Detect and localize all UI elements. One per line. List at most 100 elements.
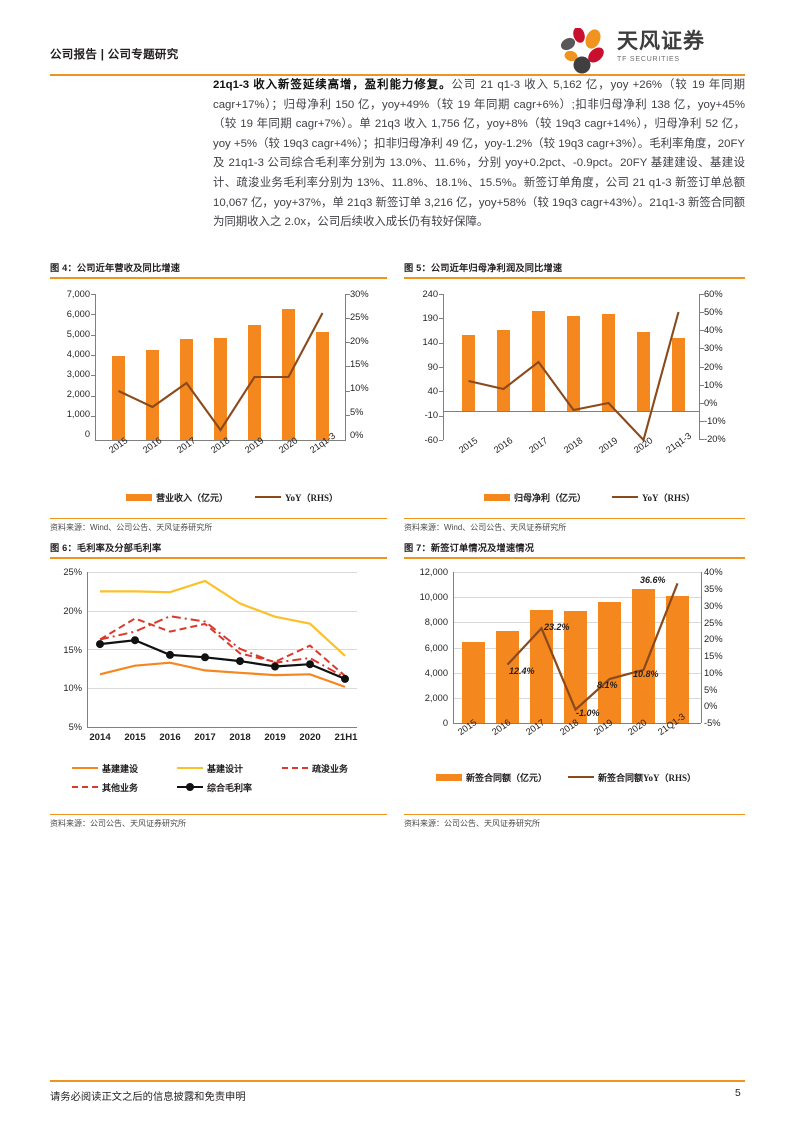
line-gross-margin-markers [96, 635, 349, 683]
y-tick: 12,000 [419, 566, 448, 577]
line-gross-margin [99, 638, 346, 680]
y2-tick: 50% [704, 306, 723, 317]
bar-2015 [462, 641, 485, 723]
x-axis [95, 439, 346, 441]
y-tick: 4,000 [66, 348, 90, 359]
y-tick: 0 [442, 717, 448, 728]
y-tick: 4,000 [424, 667, 448, 678]
legend-item-yoy: YoY（RHS） [255, 491, 338, 504]
figure-7-title: 图 7：新签订单情况及增速情况 [404, 540, 745, 557]
figure-5-source: 资料来源：Wind、公司公告、天风证券研究所 [404, 517, 745, 533]
y-tick: 10% [63, 682, 82, 693]
figure-5-plot: 240 190 140 90 40 -10 -60 60% 50% 40% 30… [404, 278, 745, 516]
legend-label: 疏浚业务 [312, 763, 349, 774]
paragraph-lead: 21q1-3 收入新签延续高增，盈利能力修复。 [213, 79, 452, 91]
yoy-line [118, 312, 324, 432]
bar-2018 [214, 337, 227, 440]
bar-2016 [497, 329, 510, 411]
legend-label: 基建建设 [102, 763, 139, 774]
figure-7-number: 图 7： [404, 543, 431, 553]
data-label-2016: 12.4% [509, 665, 535, 676]
y-tick: 15% [63, 644, 82, 655]
gridline [87, 571, 357, 573]
legend-item-yoy: YoY（RHS） [612, 491, 695, 504]
legend-swatch-line-orange [72, 767, 98, 770]
footer-disclaimer: 请务必阅读正文之后的信息披露和免责申明 [50, 1092, 246, 1103]
y-axis [87, 571, 88, 727]
y-tick: 2,000 [424, 692, 448, 703]
y-tick: -10 [424, 409, 438, 420]
page-number: 5 [735, 1088, 741, 1099]
figure-4-title: 图 4：公司近年营收及同比增速 [50, 260, 387, 277]
bar-2016 [496, 630, 519, 723]
bar-2015 [112, 355, 125, 440]
figure-6: 图 6：毛利率及分部毛利率 25% 20% 15% 10% 5% [50, 540, 387, 829]
x-label: 2014 [89, 731, 111, 743]
legend-swatch-line-yellow [177, 767, 203, 770]
figure-5-title: 图 5：公司近年归母净利润及同比增速 [404, 260, 745, 277]
bar-2017 [180, 338, 193, 440]
y2-tick: 10% [704, 379, 723, 390]
y2-tick: 15% [350, 358, 369, 369]
yoy-line [506, 582, 679, 712]
legend-item-gross-margin: 综合毛利率 [177, 781, 252, 794]
y2-tick: 20% [704, 361, 723, 372]
bar-2015 [462, 334, 475, 411]
legend-swatch-line [612, 495, 638, 499]
x-axis [87, 726, 357, 728]
legend-item-revenue: 营业收入（亿元） [126, 491, 228, 504]
bar-2019 [248, 324, 261, 440]
bar-21Q1-3 [666, 595, 689, 723]
y-tick: 3,000 [66, 368, 90, 379]
y2-tick: -10% [704, 415, 726, 426]
line-infra-construction [99, 661, 346, 688]
figure-7: 图 7：新签订单情况及增速情况 12,000 10,000 8,000 6,00… [404, 540, 745, 829]
legend-label: 综合毛利率 [207, 782, 253, 793]
brand-logo: 天风证券 TF SECURITIES [555, 28, 745, 76]
figure-4-number: 图 4： [50, 263, 77, 273]
yoy-line [468, 311, 680, 442]
y-tick: 190 [422, 312, 438, 323]
figure-5-number: 图 5： [404, 263, 431, 273]
y-axis [95, 293, 96, 440]
y-tick: 0 [84, 428, 90, 439]
legend-item-new-orders: 新签合同额（亿元） [436, 771, 547, 784]
legend-swatch-line-marker [177, 782, 203, 792]
x-label: 2018 [229, 731, 251, 743]
data-label-2020: 10.8% [633, 668, 659, 679]
y-tick: 5,000 [66, 328, 90, 339]
y2-axis [345, 293, 346, 440]
y-tick: 140 [422, 336, 438, 347]
x-label: 2015 [124, 731, 146, 743]
legend-swatch-bar [484, 493, 510, 501]
y2-tick: 0% [350, 429, 364, 440]
y-tick: 1,000 [66, 408, 90, 419]
figure-7-plot: 12,000 10,000 8,000 6,000 4,000 2,000 0 … [404, 558, 745, 812]
y2-tick: 30% [350, 288, 369, 299]
x-axis [453, 722, 701, 724]
logo-text-en: TF SECURITIES [617, 56, 680, 63]
y-tick: 240 [422, 288, 438, 299]
x-axis-zero [443, 410, 700, 412]
data-label-2019: 8.1% [597, 679, 618, 690]
x-label: 2020 [299, 731, 321, 743]
bar-2019 [602, 313, 615, 411]
figure-5-rule [404, 277, 745, 279]
data-label-2018: -1.0% [576, 707, 600, 718]
figure-6-plot: 25% 20% 15% 10% 5% [50, 558, 387, 812]
legend-label: 归母净利（亿元） [514, 492, 587, 503]
data-label-2017: 23.2% [544, 621, 570, 632]
figure-4-source: 资料来源：Wind、公司公告、天风证券研究所 [50, 517, 387, 533]
legend-item-new-orders-yoy: 新签合同额YoY（RHS） [568, 771, 696, 784]
bar-21q1-3 [316, 331, 329, 440]
bar-2020 [282, 308, 295, 440]
figure-7-title-text: 新签订单情况及增速情况 [430, 543, 535, 553]
bar-2019 [598, 601, 621, 723]
bar-2018 [567, 315, 580, 411]
figure-6-title-text: 毛利率及分部毛利率 [76, 543, 162, 553]
y2-tick: 25% [350, 311, 369, 322]
legend-label: 营业收入（亿元） [156, 492, 229, 503]
y-axis [453, 571, 454, 723]
y-tick: 6,000 [66, 308, 90, 319]
bar-2020 [632, 588, 655, 723]
